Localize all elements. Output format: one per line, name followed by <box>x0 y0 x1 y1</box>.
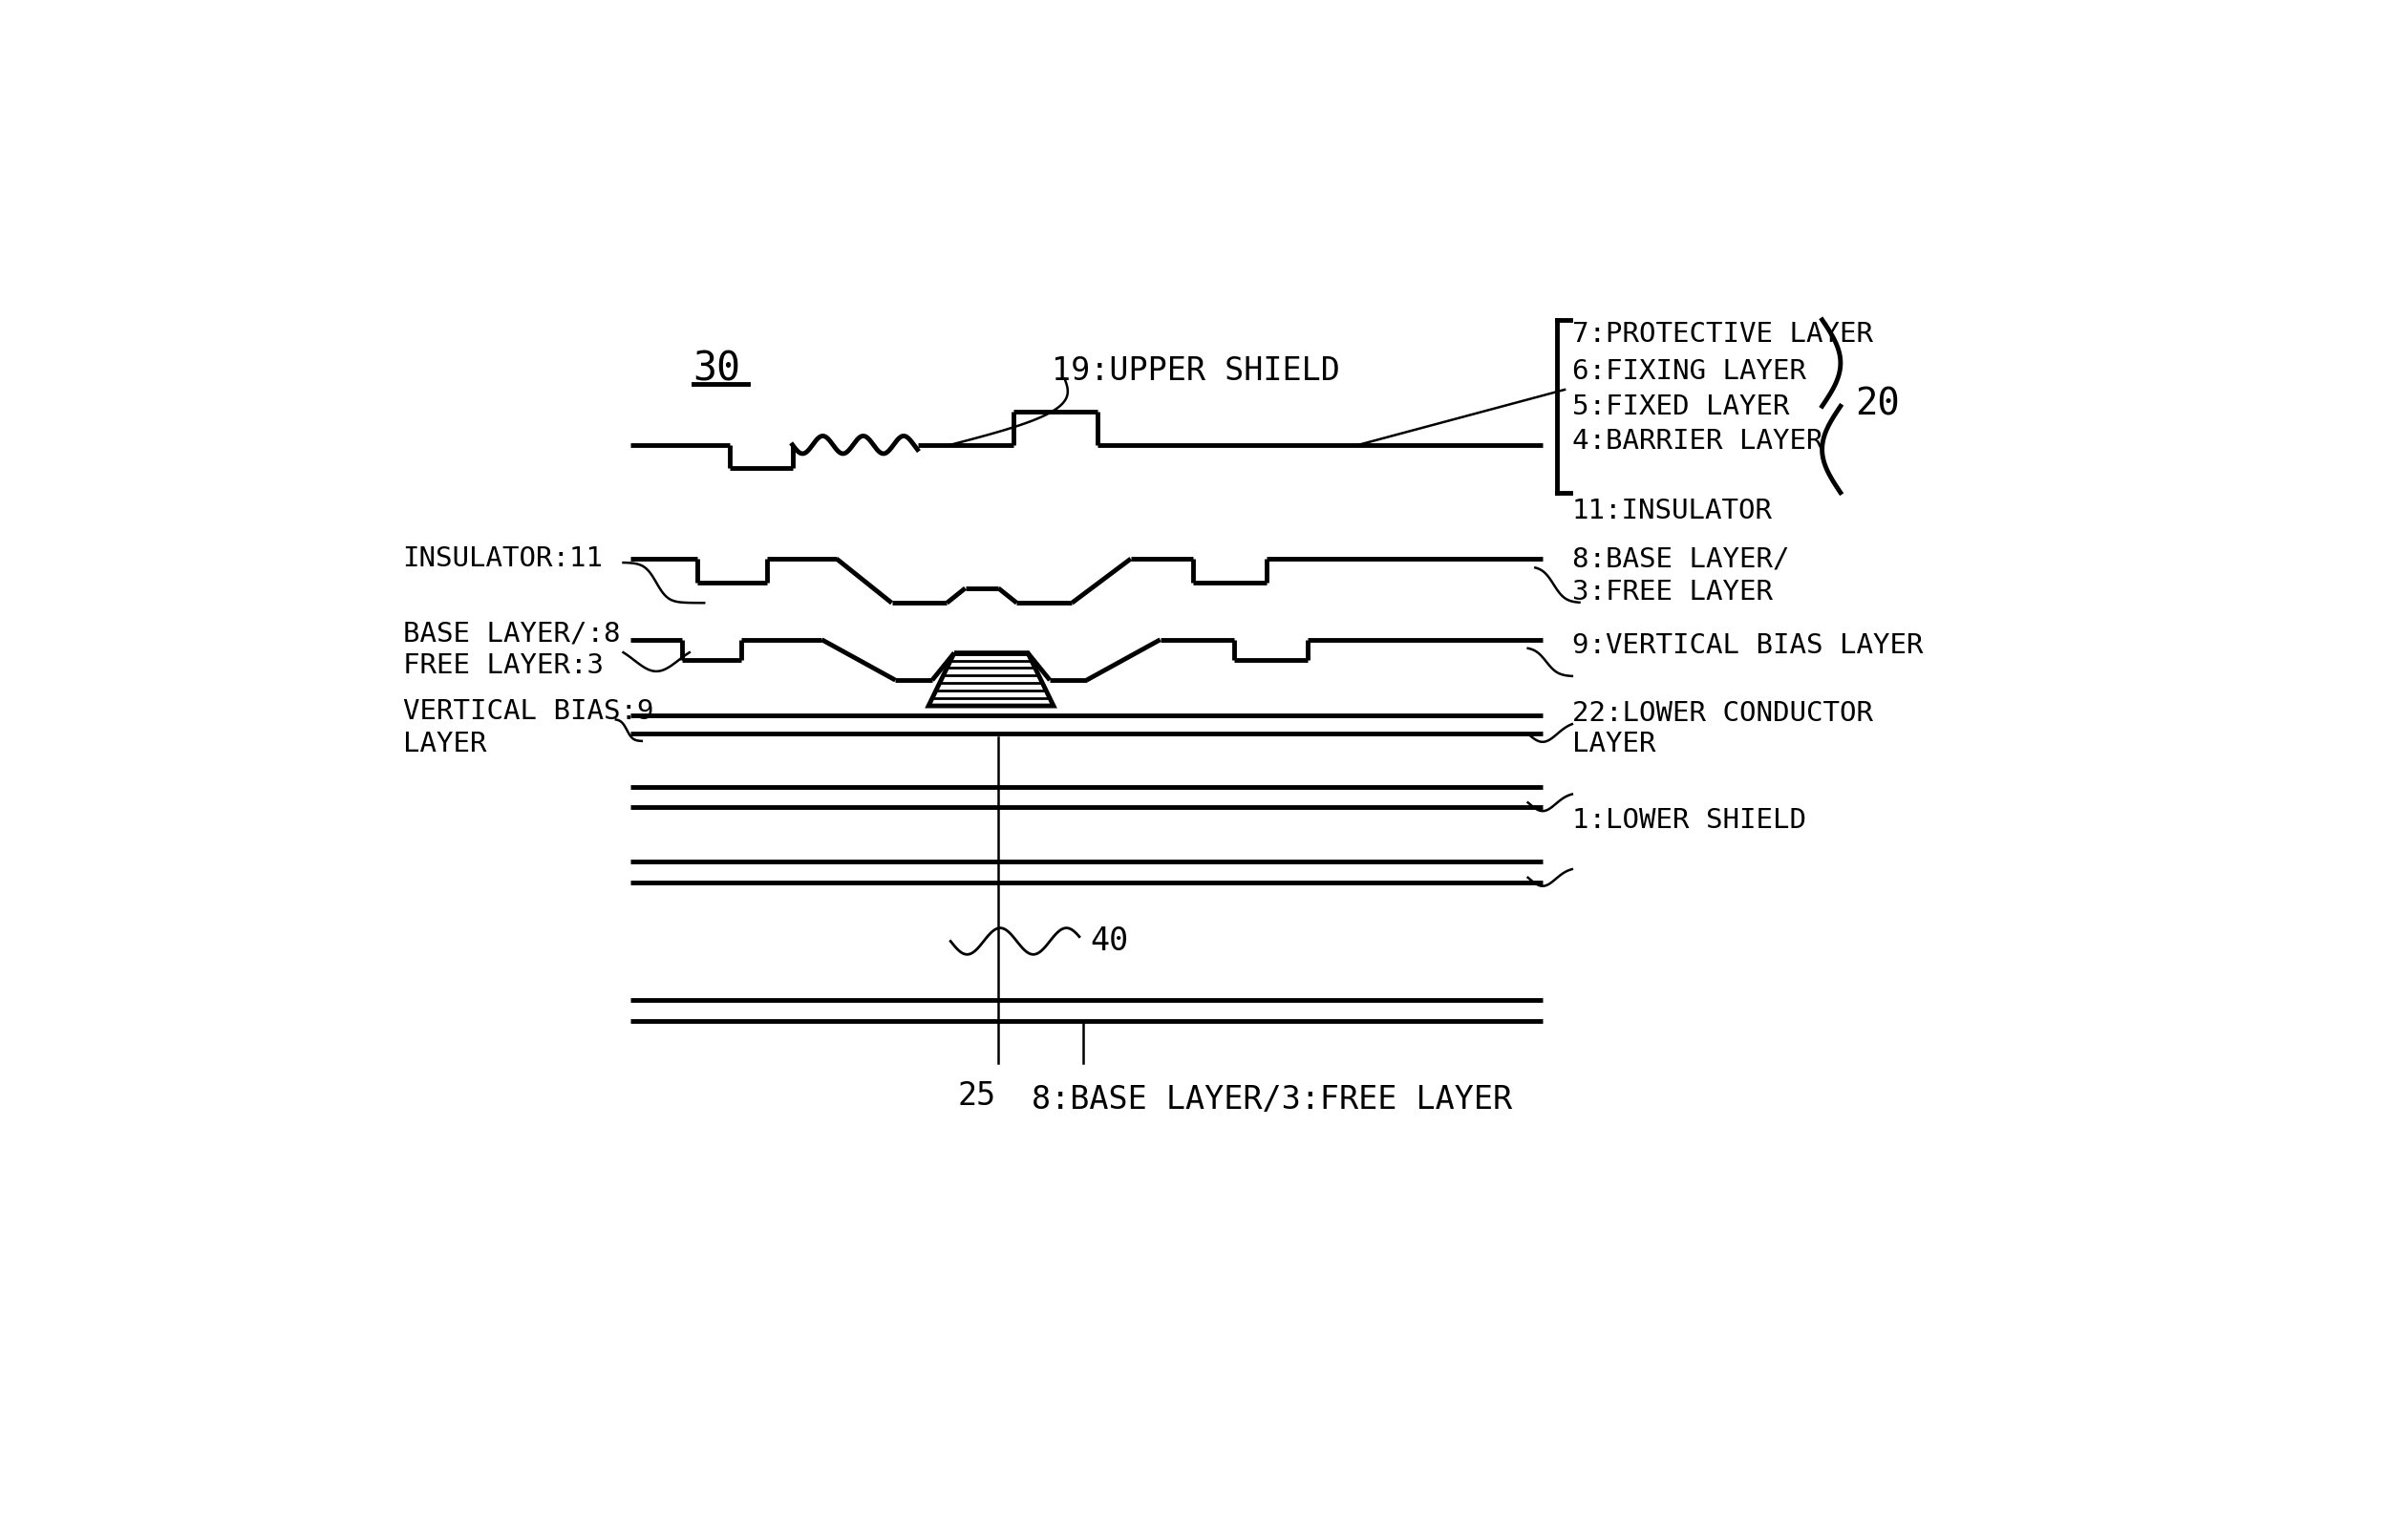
Text: 8:BASE LAYER/3:FREE LAYER: 8:BASE LAYER/3:FREE LAYER <box>1031 1084 1512 1115</box>
Text: 8:BASE LAYER/: 8:BASE LAYER/ <box>1572 545 1789 573</box>
Text: BASE LAYER/:8: BASE LAYER/:8 <box>402 620 619 648</box>
Text: 7:PROTECTIVE LAYER: 7:PROTECTIVE LAYER <box>1572 322 1873 348</box>
Text: 6:FIXING LAYER: 6:FIXING LAYER <box>1572 358 1806 384</box>
Text: INSULATOR:11: INSULATOR:11 <box>402 545 604 573</box>
Text: VERTICAL BIAS:9: VERTICAL BIAS:9 <box>402 698 653 726</box>
Text: FREE LAYER:3: FREE LAYER:3 <box>402 652 604 678</box>
Text: 20: 20 <box>1854 386 1900 423</box>
Text: 22:LOWER CONDUCTOR: 22:LOWER CONDUCTOR <box>1572 700 1873 727</box>
Text: 5:FIXED LAYER: 5:FIXED LAYER <box>1572 393 1789 419</box>
Text: LAYER: LAYER <box>1572 730 1657 758</box>
Text: 4:BARRIER LAYER: 4:BARRIER LAYER <box>1572 427 1823 455</box>
Text: 40: 40 <box>1091 925 1129 957</box>
Text: 9:VERTICAL BIAS LAYER: 9:VERTICAL BIAS LAYER <box>1572 632 1924 658</box>
Text: 1:LOWER SHIELD: 1:LOWER SHIELD <box>1572 807 1806 834</box>
Text: 19:UPPER SHIELD: 19:UPPER SHIELD <box>1052 355 1339 387</box>
Text: 3:FREE LAYER: 3:FREE LAYER <box>1572 579 1772 605</box>
Text: 11:INSULATOR: 11:INSULATOR <box>1572 498 1772 524</box>
Text: 30: 30 <box>694 349 742 389</box>
Text: 25: 25 <box>956 1079 995 1112</box>
Text: LAYER: LAYER <box>402 730 486 758</box>
